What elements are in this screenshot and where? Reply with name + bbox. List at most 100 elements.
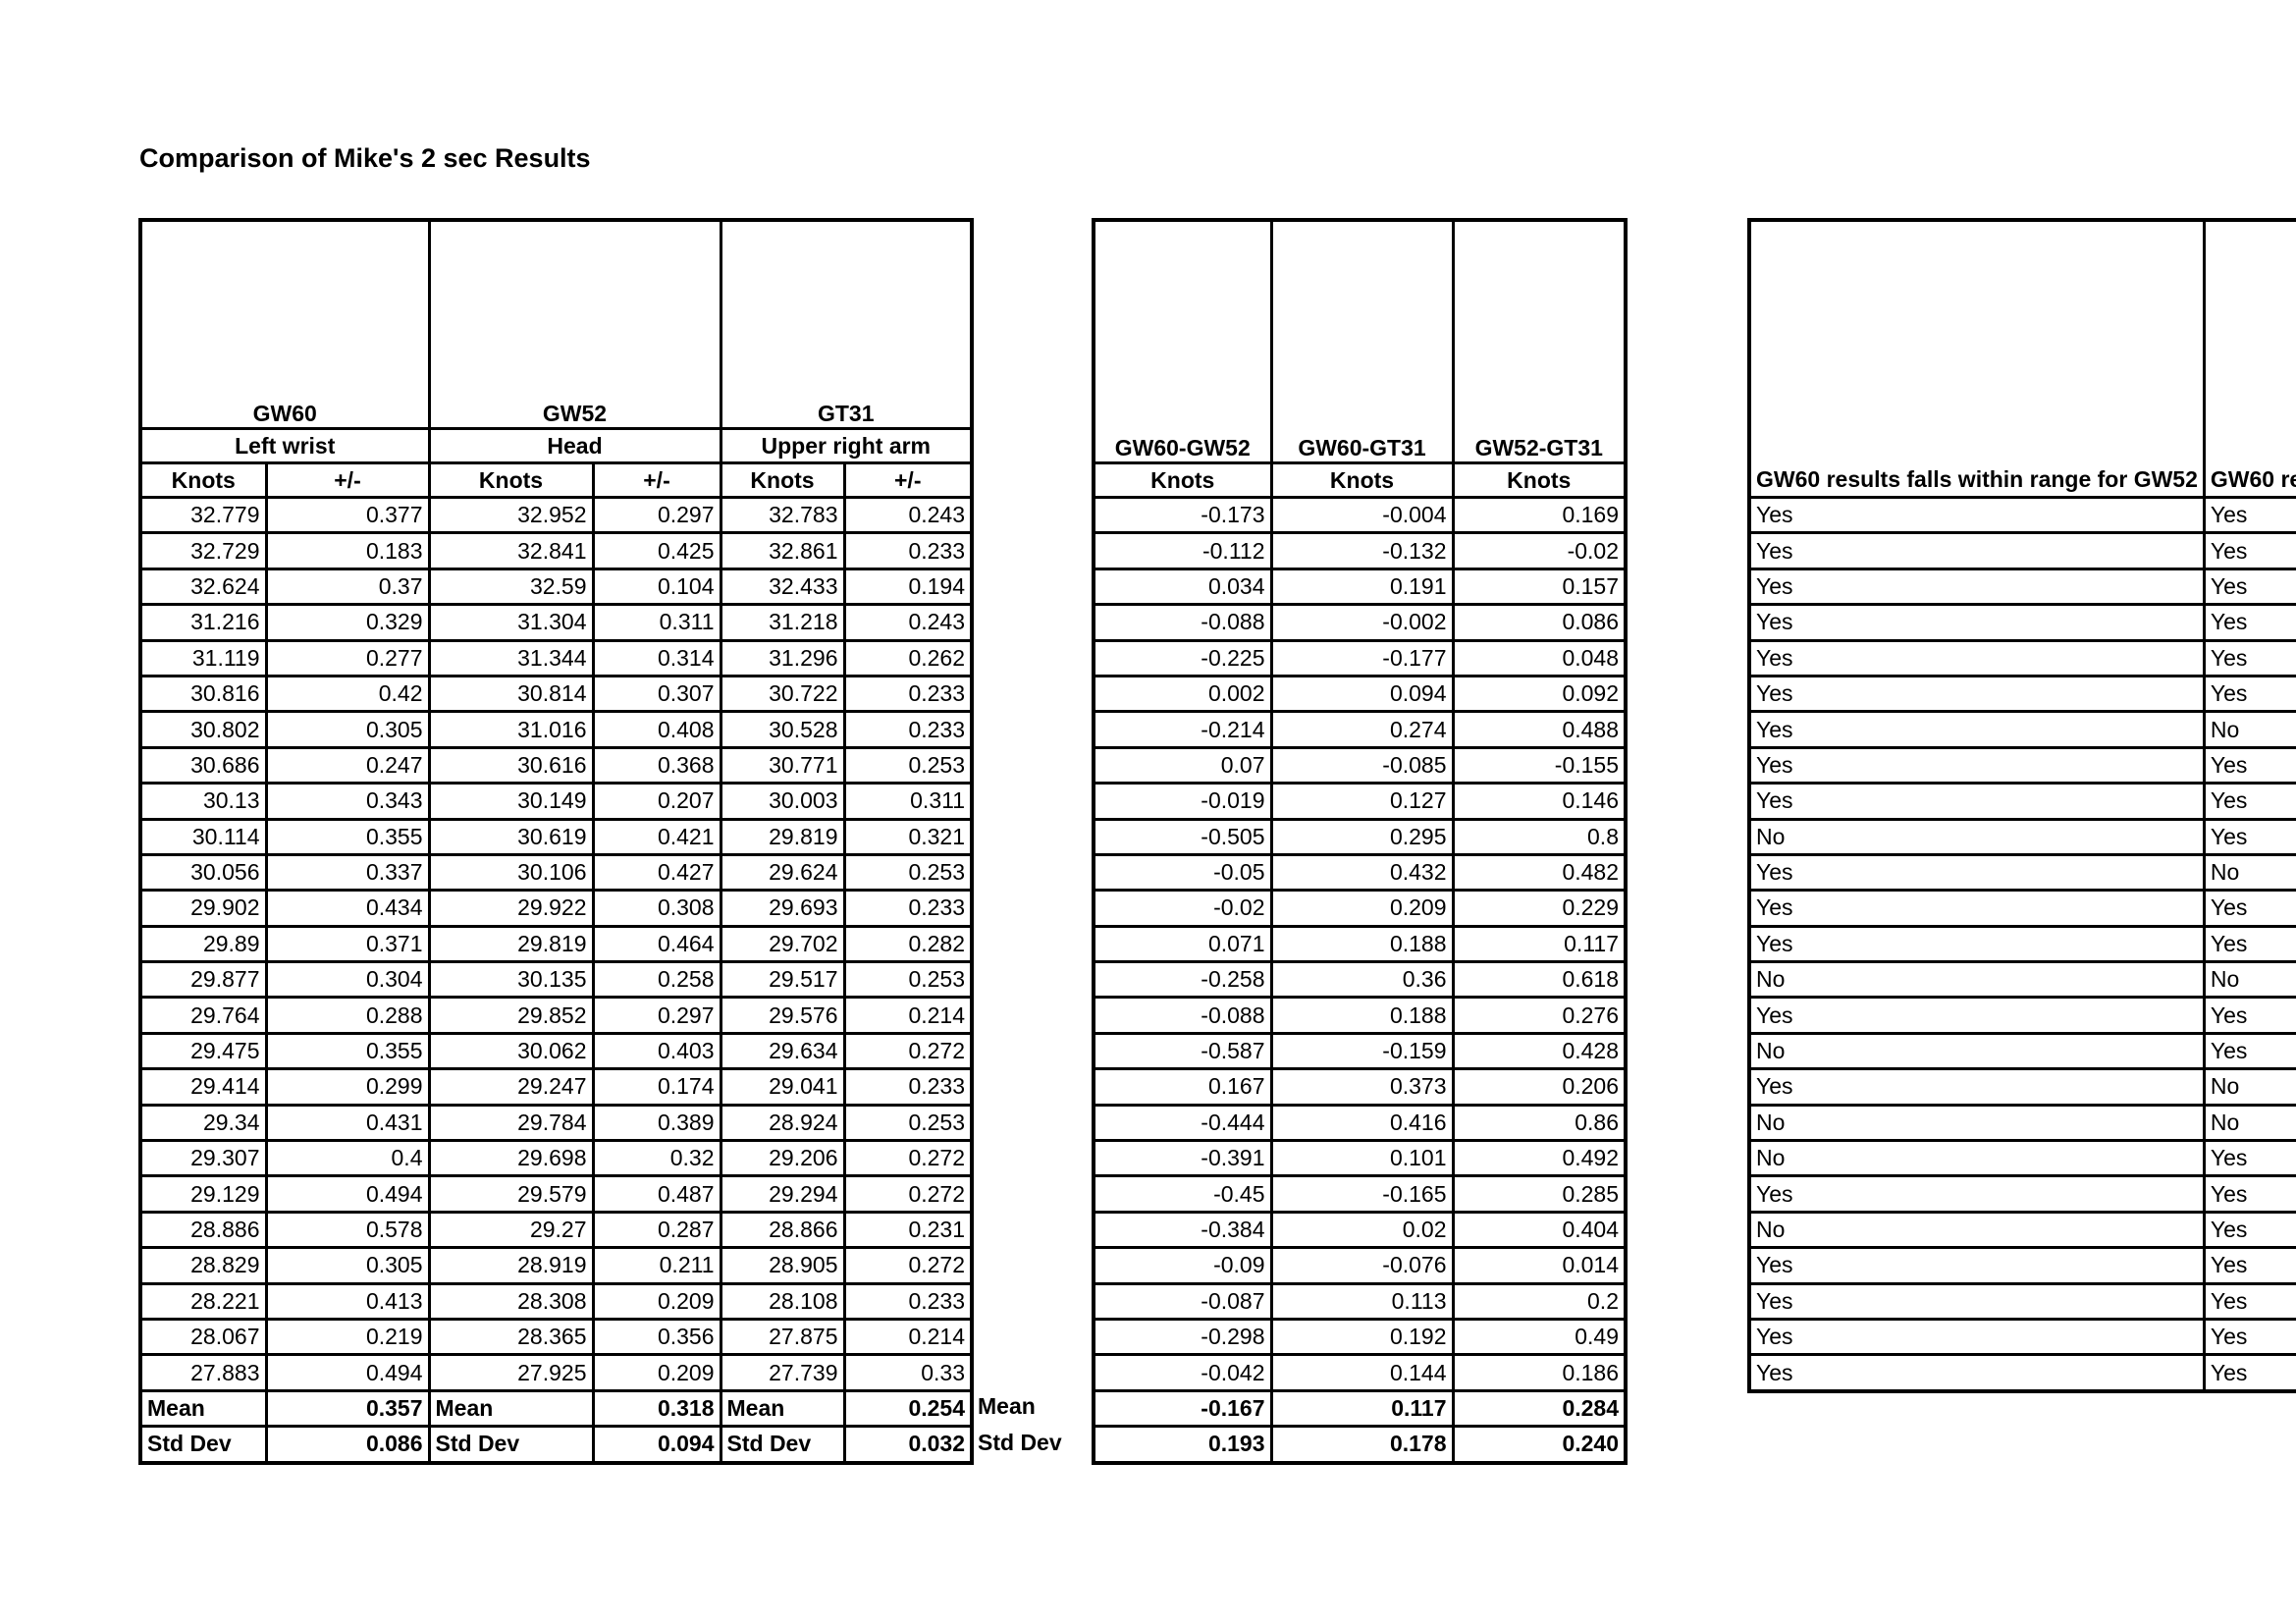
measurement-cell: 0.262: [842, 638, 974, 677]
measurement-cell: 29.517: [719, 960, 846, 1000]
std-dev-label: Std Dev: [427, 1425, 595, 1465]
measurement-cell: 29.294: [719, 1174, 846, 1214]
range-cell: Yes: [2202, 996, 2296, 1035]
difference-cell: -0.258: [1092, 960, 1273, 1000]
measurement-cell: 29.414: [138, 1067, 268, 1107]
measurement-cell: 28.886: [138, 1210, 268, 1250]
measurement-cell: 29.764: [138, 996, 268, 1035]
unit-header: +/-: [264, 461, 431, 499]
range-cell: No: [1747, 1103, 2206, 1143]
measurement-cell: 30.802: [138, 710, 268, 749]
range-cell: Yes: [2202, 889, 2296, 928]
measurement-cell: 0.288: [264, 996, 431, 1035]
unit-header: Knots: [1092, 461, 1273, 499]
measurement-cell: 28.067: [138, 1317, 268, 1357]
measurement-cell: 29.819: [427, 924, 595, 964]
device-header: GW60: [138, 218, 431, 430]
difference-cell: -0.384: [1092, 1210, 1273, 1250]
difference-cell: -0.587: [1092, 1031, 1273, 1071]
unit-header: Knots: [138, 461, 268, 499]
difference-cell: 0.492: [1451, 1139, 1628, 1178]
measurement-cell: 30.816: [138, 674, 268, 714]
measurement-cell: 0.253: [842, 745, 974, 785]
difference-cell: 0.618: [1451, 960, 1628, 1000]
unit-header: Knots: [1269, 461, 1455, 499]
difference-cell: 0.094: [1269, 674, 1455, 714]
range-cell: Yes: [2202, 638, 2296, 677]
outer-std-dev-label: Std Dev: [978, 1430, 1062, 1455]
measurement-cell: 32.59: [427, 567, 595, 607]
measurement-cell: 28.924: [719, 1103, 846, 1143]
measurement-cell: 30.722: [719, 674, 846, 714]
unit-header: Knots: [1451, 461, 1628, 499]
measurement-cell: 0.413: [264, 1281, 431, 1322]
measurement-cell: 30.814: [427, 674, 595, 714]
difference-cell: 0.432: [1269, 852, 1455, 893]
range-cell: Yes: [2202, 1246, 2296, 1285]
difference-cell: -0.085: [1269, 745, 1455, 785]
difference-cell: 0.188: [1269, 996, 1455, 1035]
difference-cell: 0.002: [1092, 674, 1273, 714]
difference-cell: 0.048: [1451, 638, 1628, 677]
range-cell: Yes: [2202, 567, 2296, 607]
range-cell: No: [1747, 1139, 2206, 1178]
difference-cell: -0.019: [1092, 782, 1273, 821]
measurement-cell: 0.299: [264, 1067, 431, 1107]
difference-cell: -0.087: [1092, 1281, 1273, 1322]
measurement-cell: 0.194: [842, 567, 974, 607]
mean-value: 0.284: [1451, 1388, 1628, 1429]
std-dev-value: 0.094: [591, 1425, 722, 1465]
range-cell: Yes: [2202, 531, 2296, 570]
measurement-cell: 30.056: [138, 852, 268, 893]
range-cell: Yes: [1747, 996, 2206, 1035]
device-header: GW52: [427, 218, 722, 430]
measurement-cell: 0.427: [591, 852, 722, 893]
measurement-cell: 0.4: [264, 1139, 431, 1178]
difference-cell: 0.373: [1269, 1067, 1455, 1107]
measurement-cell: 0.33: [842, 1353, 974, 1392]
measurement-cell: 32.433: [719, 567, 846, 607]
measurement-cell: 29.902: [138, 889, 268, 928]
difference-cell: -0.02: [1092, 889, 1273, 928]
range-cell: Yes: [1747, 1174, 2206, 1214]
measurement-cell: 30.528: [719, 710, 846, 749]
measurement-cell: 28.365: [427, 1317, 595, 1357]
range-cell: Yes: [2202, 1139, 2296, 1178]
difference-cell: 0.146: [1451, 782, 1628, 821]
difference-cell: -0.05: [1092, 852, 1273, 893]
measurement-cell: 30.616: [427, 745, 595, 785]
difference-cell: -0.45: [1092, 1174, 1273, 1214]
measurements-grid: GW60 GW52 GT31 Left wrist Head Upper right ar…: [138, 218, 974, 1465]
range-cell: Yes: [1747, 1317, 2206, 1357]
location-header: Upper right arm: [719, 427, 974, 464]
difference-cell: 0.086: [1451, 603, 1628, 642]
measurement-cell: 0.371: [264, 924, 431, 964]
measurement-cell: 0.487: [591, 1174, 722, 1214]
measurement-cell: 0.233: [842, 674, 974, 714]
measurement-cell: 0.377: [264, 495, 431, 535]
measurement-cell: 28.221: [138, 1281, 268, 1322]
difference-cell: 0.2: [1451, 1281, 1628, 1322]
measurement-cell: 30.771: [719, 745, 846, 785]
difference-cell: 0.404: [1451, 1210, 1628, 1250]
measurement-cell: 0.214: [842, 1317, 974, 1357]
measurement-cell: 0.368: [591, 745, 722, 785]
range-cell: No: [1747, 1210, 2206, 1250]
measurement-cell: 29.877: [138, 960, 268, 1000]
measurement-cell: 0.304: [264, 960, 431, 1000]
range-cell: Yes: [2202, 782, 2296, 821]
difference-cell: -0.505: [1092, 817, 1273, 856]
measurement-cell: 28.905: [719, 1246, 846, 1285]
measurement-cell: 0.305: [264, 1246, 431, 1285]
range-cell: Yes: [2202, 745, 2296, 785]
measurement-cell: 29.784: [427, 1103, 595, 1143]
measurement-cell: 0.32: [591, 1139, 722, 1178]
difference-cell: 0.169: [1451, 495, 1628, 535]
location-header: Head: [427, 427, 722, 464]
difference-cell: -0.132: [1269, 531, 1455, 570]
difference-cell: 0.416: [1269, 1103, 1455, 1143]
measurement-cell: 0.233: [842, 531, 974, 570]
unit-header: +/-: [591, 461, 722, 499]
measurement-cell: 27.875: [719, 1317, 846, 1357]
difference-cell: 0.428: [1451, 1031, 1628, 1071]
